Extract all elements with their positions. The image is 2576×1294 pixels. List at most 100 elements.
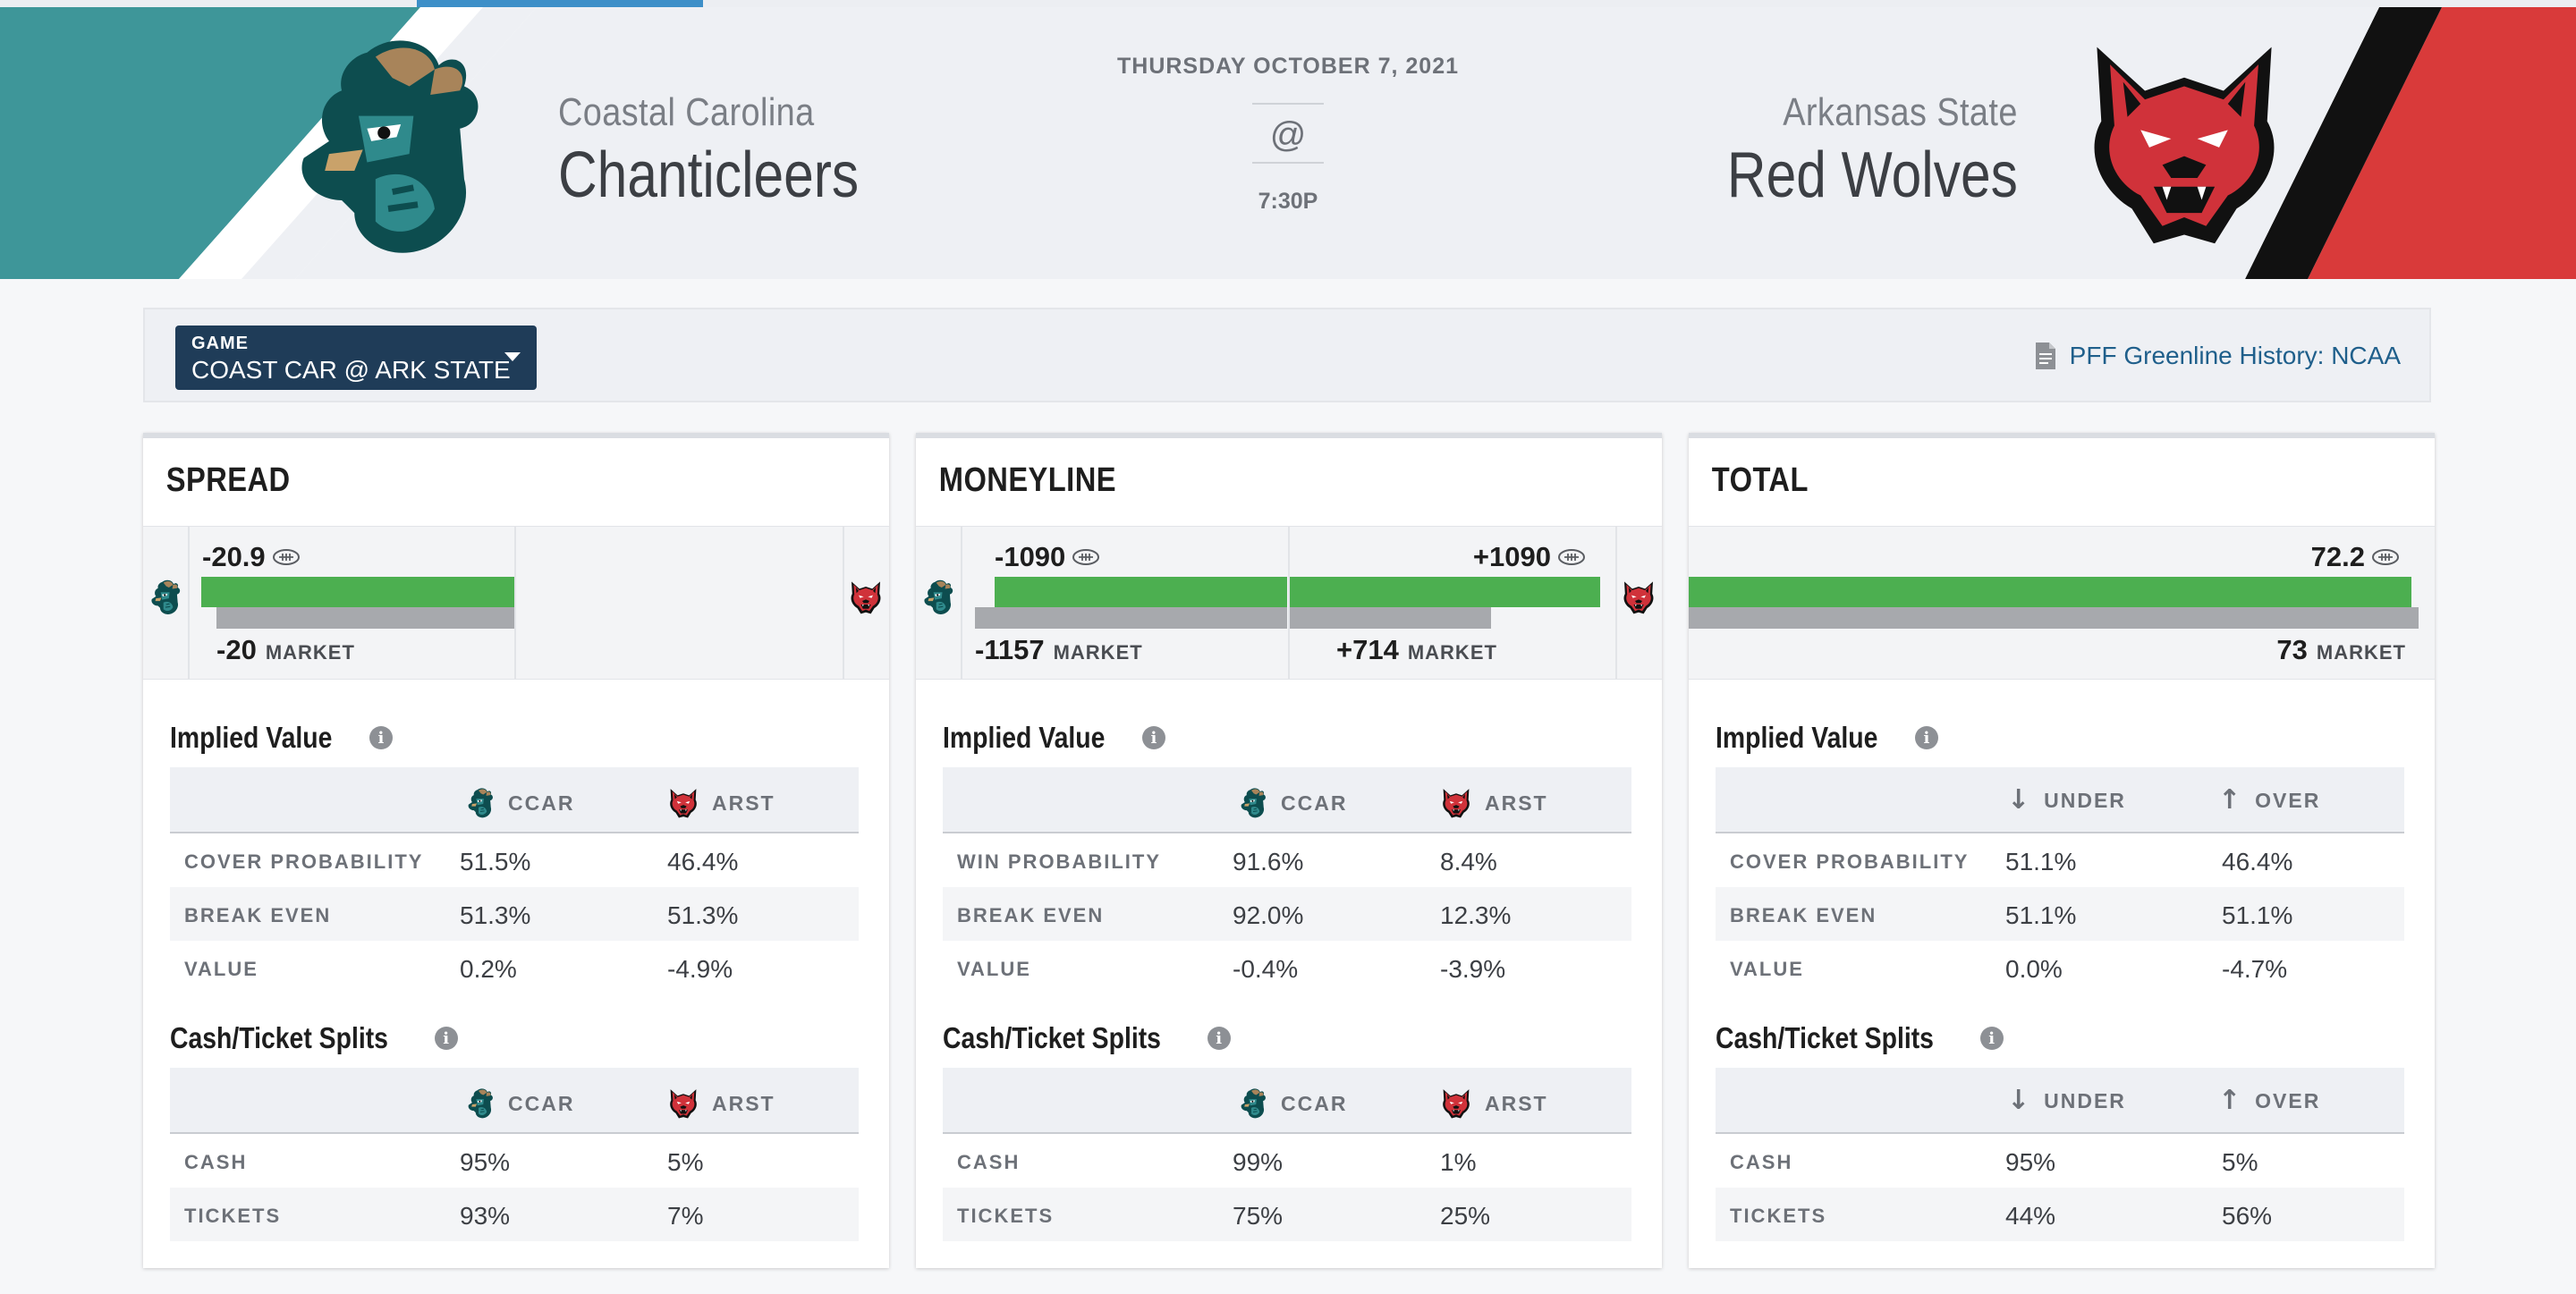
ccar-market-value: -1157: [975, 634, 1045, 665]
arst-value: 7%: [667, 1202, 704, 1230]
game-info: THURSDAY OCTOBER 7, 2021 @ 7:30P: [1109, 54, 1467, 215]
matchup-header: Coastal Carolina Chanticleers THURSDAY O…: [0, 7, 2576, 279]
row-label: VALUE: [957, 958, 1031, 980]
pff-greenline-icon: [1072, 549, 1100, 565]
info-icon[interactable]: i: [1141, 726, 1165, 749]
under-value: 51.1%: [2005, 848, 2077, 875]
under-value: 95%: [2005, 1148, 2056, 1176]
ccar-market-bar: [975, 607, 1287, 629]
over-value: -4.7%: [2222, 955, 2288, 983]
total-market: 73 MARKET: [2276, 634, 2406, 666]
red-wolf-logo-icon: [2094, 47, 2275, 244]
caret-down-icon: [504, 352, 521, 361]
info-icon[interactable]: i: [1979, 1027, 2004, 1050]
arst-market-bar: [1290, 607, 1491, 629]
row-label: TICKETS: [1730, 1205, 1827, 1227]
ccar-logo-icon: [1241, 787, 1267, 818]
spread-market-value: -20: [216, 634, 257, 665]
table-row: VALUE 0.0% -4.7%: [1716, 941, 2404, 994]
chanticleer-logo-icon: [283, 30, 494, 265]
arst-column-header: ARST: [667, 1087, 775, 1120]
at-icon: @: [1269, 115, 1307, 155]
info-icon[interactable]: i: [1207, 1027, 1231, 1050]
implied-value-text: Implied Value: [1716, 721, 1878, 754]
moneyline-splits-table: CCAR ARST CASH 99% 1% TICKETS 75% 25%: [943, 1068, 1631, 1241]
ccar-value: 51.5%: [460, 848, 531, 875]
info-icon[interactable]: i: [434, 1027, 458, 1050]
home-team-city: Arkansas State: [1783, 90, 2018, 134]
total-market-value: 73: [2276, 634, 2308, 665]
ccar-value: 95%: [460, 1148, 511, 1176]
over-value: 51.1%: [2222, 901, 2293, 929]
column-label: ARST: [712, 791, 775, 815]
splits-title: Cash/Ticket Splits i: [943, 1021, 1231, 1055]
arst-logo-icon: [670, 1089, 697, 1119]
spread-splits-table: CCAR ARST CASH 95% 5% TICKETS 93% 7%: [170, 1068, 859, 1241]
arst-column-header: ARST: [667, 787, 775, 819]
arst-column-header: ARST: [1440, 1087, 1548, 1120]
table-row: BREAK EVEN 51.3% 51.3%: [170, 887, 859, 941]
arst-logo-icon: [1443, 1089, 1470, 1119]
row-label: BREAK EVEN: [957, 904, 1105, 926]
greenline-history-link[interactable]: PFF Greenline History: NCAA: [2034, 342, 2401, 370]
column-label: CCAR: [1281, 1091, 1348, 1115]
arrow-down-icon: ↓: [2007, 1085, 2032, 1116]
table-header: CCAR ARST: [943, 1068, 1631, 1134]
row-label: TICKETS: [957, 1205, 1055, 1227]
table-header: ↓ UNDER ↑ OVER: [1716, 767, 2404, 833]
ccar-value: 92.0%: [1233, 901, 1304, 929]
table-header: CCAR ARST: [170, 1068, 859, 1134]
column-label: UNDER: [2044, 788, 2126, 812]
splits-text: Cash/Ticket Splits: [943, 1021, 1161, 1054]
total-greenline-value: 72.2: [2310, 541, 2365, 572]
column-label: OVER: [2255, 788, 2321, 812]
game-date: THURSDAY OCTOBER 7, 2021: [1117, 54, 1459, 79]
under-value: 44%: [2005, 1202, 2056, 1230]
pff-greenline-icon: [2372, 549, 2399, 565]
arst-greenline: +1090: [1473, 541, 1585, 573]
arst-value: 46.4%: [667, 848, 739, 875]
arst-logo-icon: [670, 789, 697, 818]
row-label: WIN PROBABILITY: [957, 850, 1161, 873]
under-column-header: ↓ UNDER: [2007, 787, 2126, 814]
over-value: 46.4%: [2222, 848, 2293, 875]
pff-greenline-icon: [1558, 549, 1585, 565]
over-value: 56%: [2222, 1202, 2273, 1230]
spread-implied-table: CCAR ARST COVER PROBABILITY 51.5% 46.4% …: [170, 767, 859, 994]
table-row: CASH 95% 5%: [1716, 1134, 2404, 1188]
spread-greenline-bar: [201, 577, 514, 607]
arrow-up-icon: ↑: [2218, 1085, 2243, 1116]
splits-text: Cash/Ticket Splits: [1716, 1021, 1934, 1054]
ccar-value: 99%: [1233, 1148, 1284, 1176]
arst-market: +714 MARKET: [1336, 634, 1497, 666]
table-row: COVER PROBABILITY 51.1% 46.4%: [1716, 833, 2404, 887]
row-label: TICKETS: [184, 1205, 282, 1227]
arst-logo-icon: [851, 581, 881, 614]
info-icon[interactable]: i: [369, 726, 393, 749]
divider: [1252, 162, 1324, 164]
table-row: WIN PROBABILITY 91.6% 8.4%: [943, 833, 1631, 887]
total-splits-table: ↓ UNDER ↑ OVER CASH 95% 5% TICKETS 44% 5…: [1716, 1068, 2404, 1241]
total-market-bar: [1689, 607, 2419, 629]
ccar-greenline-value: -1090: [995, 541, 1066, 572]
total-greenline: 72.2: [2311, 541, 2399, 573]
over-column-header: ↑ OVER: [2218, 1087, 2320, 1114]
game-time: 7:30P: [1258, 189, 1318, 214]
market-label: MARKET: [1053, 641, 1143, 664]
divider: [961, 527, 962, 679]
table-row: TICKETS 75% 25%: [943, 1188, 1631, 1241]
column-label: ARST: [1485, 791, 1548, 815]
ccar-column-header: CCAR: [465, 1087, 574, 1120]
arst-value: -4.9%: [667, 955, 733, 983]
row-label: BREAK EVEN: [184, 904, 332, 926]
implied-value-title: Implied Value i: [943, 721, 1165, 755]
arrow-down-icon: ↓: [2007, 784, 2032, 816]
ccar-value: 93%: [460, 1202, 511, 1230]
spread-market: -20 MARKET: [216, 634, 355, 666]
table-row: CASH 95% 5%: [170, 1134, 859, 1188]
column-label: OVER: [2255, 1088, 2321, 1112]
table-row: CASH 99% 1%: [943, 1134, 1631, 1188]
arst-value: 8.4%: [1440, 848, 1497, 875]
info-icon[interactable]: i: [1914, 726, 1938, 749]
game-select-dropdown[interactable]: GAME COAST CAR @ ARK STATE: [175, 326, 537, 390]
